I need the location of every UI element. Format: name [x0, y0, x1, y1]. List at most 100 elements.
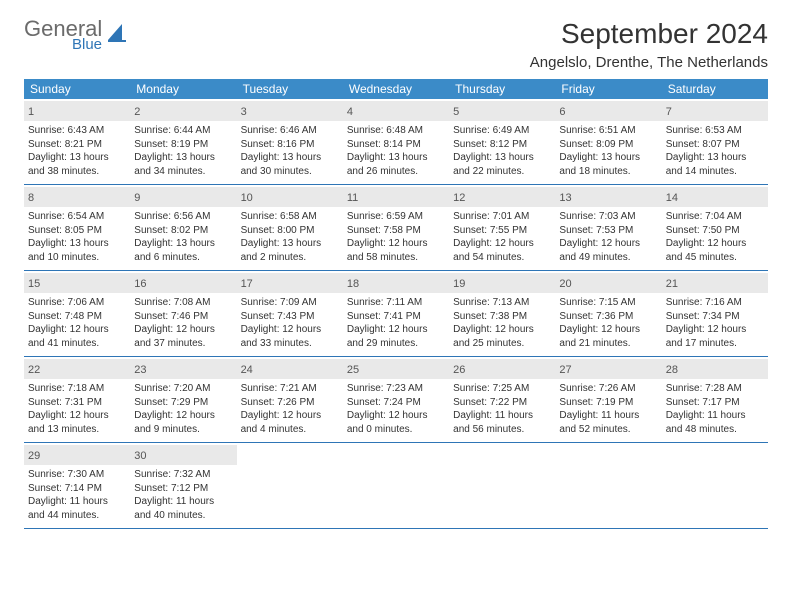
sunrise-line: Sunrise: 7:06 AM — [28, 296, 126, 310]
sunset-line: Sunset: 7:55 PM — [453, 224, 551, 238]
daylight-line: Daylight: 12 hours and 45 minutes. — [666, 237, 764, 264]
weekday-header-row: SundayMondayTuesdayWednesdayThursdayFrid… — [24, 79, 768, 99]
day-cell-29: 29 Sunrise: 7:30 AMSunset: 7:14 PMDayligh… — [24, 443, 130, 528]
header: General Blue September 2024 Angelslo, Dr… — [24, 18, 768, 71]
day-cell-20: 20Sunrise: 7:15 AMSunset: 7:36 PMDayligh… — [555, 271, 661, 356]
sunset-line: Sunset: 7:43 PM — [241, 310, 339, 324]
day-number-row: 8 — [24, 187, 130, 207]
sunset-line: Sunset: 7:29 PM — [134, 396, 232, 410]
daylight-line: Daylight: 13 hours and 14 minutes. — [666, 151, 764, 178]
calendar: SundayMondayTuesdayWednesdayThursdayFrid… — [24, 79, 768, 529]
day-number-row: 5 — [449, 101, 555, 121]
day-cell-17: 17Sunrise: 7:09 AMSunset: 7:43 PMDayligh… — [237, 271, 343, 356]
daylight-line: Daylight: 12 hours and 37 minutes. — [134, 323, 232, 350]
sunrise-line: Sunrise: 6:44 AM — [134, 124, 232, 138]
sunset-line: Sunset: 7:24 PM — [347, 396, 445, 410]
daylight-line: Daylight: 11 hours and 40 minutes. — [134, 495, 232, 522]
weekday-saturday: Saturday — [662, 79, 768, 99]
day-number-row: 25 — [343, 359, 449, 379]
day-number: 22 — [28, 364, 40, 376]
day-cell-19: 19Sunrise: 7:13 AMSunset: 7:38 PMDayligh… — [449, 271, 555, 356]
daylight-line: Daylight: 13 hours and 6 minutes. — [134, 237, 232, 264]
day-cell-12: 12Sunrise: 7:01 AMSunset: 7:55 PMDayligh… — [449, 185, 555, 270]
sunrise-line: Sunrise: 7:15 AM — [559, 296, 657, 310]
day-number-row: 13 — [555, 187, 661, 207]
day-cell-8: 8Sunrise: 6:54 AMSunset: 8:05 PMDaylight… — [24, 185, 130, 270]
sunset-line: Sunset: 8:07 PM — [666, 138, 764, 152]
day-cell-9: 9Sunrise: 6:56 AMSunset: 8:02 PMDaylight… — [130, 185, 236, 270]
day-cell-23: 23 Sunrise: 7:20 AMSunset: 7:29 PMDayligh… — [130, 357, 236, 442]
sunset-line: Sunset: 8:16 PM — [241, 138, 339, 152]
day-number: 6 — [559, 106, 565, 118]
day-number-row: 14 — [662, 187, 768, 207]
day-number-row: 28 — [662, 359, 768, 379]
day-cell-21: 21Sunrise: 7:16 AMSunset: 7:34 PMDayligh… — [662, 271, 768, 356]
day-cell-16: 16Sunrise: 7:08 AMSunset: 7:46 PMDayligh… — [130, 271, 236, 356]
day-number-row: 15 — [24, 273, 130, 293]
daylight-line: Daylight: 12 hours and 29 minutes. — [347, 323, 445, 350]
day-number-row: 18 — [343, 273, 449, 293]
sunset-line: Sunset: 7:50 PM — [666, 224, 764, 238]
daylight-line: Daylight: 12 hours and 9 minutes. — [134, 409, 232, 436]
daylight-line: Daylight: 12 hours and 13 minutes. — [28, 409, 126, 436]
sunset-line: Sunset: 7:14 PM — [28, 482, 126, 496]
daylight-line: Daylight: 13 hours and 30 minutes. — [241, 151, 339, 178]
day-cell-7: 7Sunrise: 6:53 AMSunset: 8:07 PMDaylight… — [662, 99, 768, 184]
daylight-line: Daylight: 13 hours and 38 minutes. — [28, 151, 126, 178]
day-cell-3: 3Sunrise: 6:46 AMSunset: 8:16 PMDaylight… — [237, 99, 343, 184]
sunrise-line: Sunrise: 7:20 AM — [134, 382, 232, 396]
day-cell-18: 18Sunrise: 7:11 AMSunset: 7:41 PMDayligh… — [343, 271, 449, 356]
day-number: 17 — [241, 278, 253, 290]
daylight-line: Daylight: 11 hours and 56 minutes. — [453, 409, 551, 436]
day-number-row: 17 — [237, 273, 343, 293]
empty-cell — [449, 443, 555, 528]
daylight-line: Daylight: 12 hours and 25 minutes. — [453, 323, 551, 350]
daylight-line: Daylight: 11 hours and 44 minutes. — [28, 495, 126, 522]
month-title: September 2024 — [530, 18, 768, 50]
sunrise-line: Sunrise: 7:03 AM — [559, 210, 657, 224]
daylight-line: Daylight: 12 hours and 58 minutes. — [347, 237, 445, 264]
day-cell-13: 13Sunrise: 7:03 AMSunset: 7:53 PMDayligh… — [555, 185, 661, 270]
sunset-line: Sunset: 7:38 PM — [453, 310, 551, 324]
day-number: 27 — [559, 364, 571, 376]
day-cell-27: 27Sunrise: 7:26 AMSunset: 7:19 PMDayligh… — [555, 357, 661, 442]
day-number: 7 — [666, 106, 672, 118]
day-number-row: 2 — [130, 101, 236, 121]
sunrise-line: Sunrise: 7:32 AM — [134, 468, 232, 482]
day-number: 19 — [453, 278, 465, 290]
daylight-line: Daylight: 11 hours and 52 minutes. — [559, 409, 657, 436]
day-number: 13 — [559, 192, 571, 204]
sunset-line: Sunset: 7:12 PM — [134, 482, 232, 496]
day-number: 18 — [347, 278, 359, 290]
sunrise-line: Sunrise: 7:30 AM — [28, 468, 126, 482]
day-cell-25: 25Sunrise: 7:23 AMSunset: 7:24 PMDayligh… — [343, 357, 449, 442]
daylight-line: Daylight: 12 hours and 33 minutes. — [241, 323, 339, 350]
day-number-row: 9 — [130, 187, 236, 207]
day-cell-24: 24Sunrise: 7:21 AMSunset: 7:26 PMDayligh… — [237, 357, 343, 442]
day-number: 4 — [347, 106, 353, 118]
empty-cell — [343, 443, 449, 528]
weekday-monday: Monday — [130, 79, 236, 99]
week-row: 22Sunrise: 7:18 AMSunset: 7:31 PMDayligh… — [24, 357, 768, 443]
sunrise-line: Sunrise: 7:08 AM — [134, 296, 232, 310]
day-cell-15: 15Sunrise: 7:06 AMSunset: 7:48 PMDayligh… — [24, 271, 130, 356]
day-number-row: 27 — [555, 359, 661, 379]
day-cell-4: 4Sunrise: 6:48 AMSunset: 8:14 PMDaylight… — [343, 99, 449, 184]
empty-cell — [662, 443, 768, 528]
day-cell-14: 14Sunrise: 7:04 AMSunset: 7:50 PMDayligh… — [662, 185, 768, 270]
daylight-line: Daylight: 12 hours and 17 minutes. — [666, 323, 764, 350]
sunrise-line: Sunrise: 6:59 AM — [347, 210, 445, 224]
day-number: 25 — [347, 364, 359, 376]
daylight-line: Daylight: 13 hours and 10 minutes. — [28, 237, 126, 264]
day-number: 29 — [28, 450, 40, 462]
sunset-line: Sunset: 7:41 PM — [347, 310, 445, 324]
day-number: 28 — [666, 364, 678, 376]
day-number-row: 20 — [555, 273, 661, 293]
sunset-line: Sunset: 8:21 PM — [28, 138, 126, 152]
day-number-row: 30 — [130, 445, 236, 465]
day-number: 2 — [134, 106, 140, 118]
day-number-row: 23 — [130, 359, 236, 379]
sunrise-line: Sunrise: 6:46 AM — [241, 124, 339, 138]
day-number: 8 — [28, 192, 34, 204]
day-cell-28: 28Sunrise: 7:28 AMSunset: 7:17 PMDayligh… — [662, 357, 768, 442]
